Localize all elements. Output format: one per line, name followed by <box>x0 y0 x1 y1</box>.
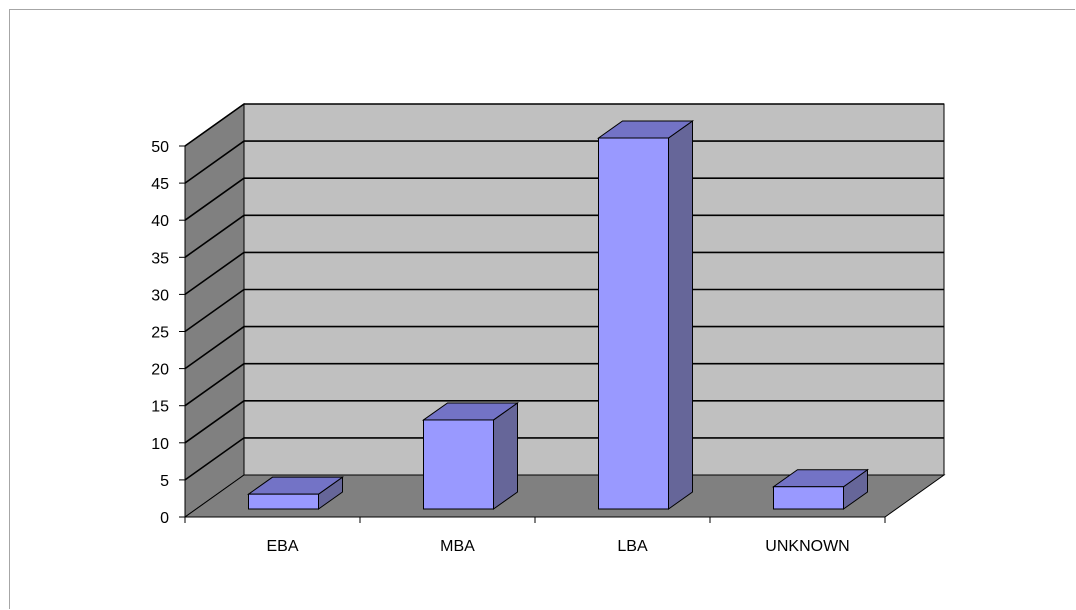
bar-side <box>668 120 693 510</box>
gridline <box>184 325 944 370</box>
x-tick-label: LBA <box>617 538 648 555</box>
y-tick-label: 20 <box>151 362 169 379</box>
gridline <box>184 362 944 407</box>
bars <box>246 120 870 510</box>
gridline <box>184 288 944 333</box>
y-tick-label: 15 <box>151 399 169 416</box>
gridline <box>184 399 944 444</box>
y-axis-ticks: 0 5 10 15 20 25 30 35 40 45 50 <box>151 139 169 527</box>
chart-frame: 0 5 10 15 20 25 30 35 40 45 50 EBA MBA LBA UNKNOWN <box>9 9 1075 609</box>
gridline <box>184 103 944 147</box>
y-tick-label: 50 <box>151 139 169 156</box>
x-tick-label: EBA <box>266 538 298 555</box>
y-tick-label: 35 <box>151 250 169 267</box>
axes <box>179 145 886 523</box>
y-tick-label: 10 <box>151 436 169 453</box>
gridline <box>184 251 944 296</box>
gridline <box>184 437 944 481</box>
bar <box>423 419 494 510</box>
gridline <box>184 177 944 221</box>
x-tick-label: UNKNOWN <box>765 538 849 555</box>
y-tick-label: 0 <box>160 510 169 527</box>
y-tick-label: 45 <box>151 176 169 193</box>
chart-walls <box>183 103 946 518</box>
gridlines <box>184 103 944 481</box>
y-tick-label: 25 <box>151 325 169 342</box>
x-axis-labels: EBA MBA LBA UNKNOWN <box>266 538 849 555</box>
bar-chart: 0 5 10 15 20 25 30 35 40 45 50 EBA MBA LBA UNKNOWN <box>151 103 946 555</box>
y-tick-label: 40 <box>151 213 169 230</box>
y-tick-label: 5 <box>160 473 169 490</box>
bar <box>773 486 844 510</box>
bar-side <box>493 401 518 510</box>
bar <box>598 137 669 510</box>
bar <box>248 493 319 510</box>
y-tick-label: 30 <box>151 287 169 304</box>
gridline <box>184 214 944 258</box>
x-tick-label: MBA <box>440 538 475 555</box>
gridline <box>184 140 944 184</box>
